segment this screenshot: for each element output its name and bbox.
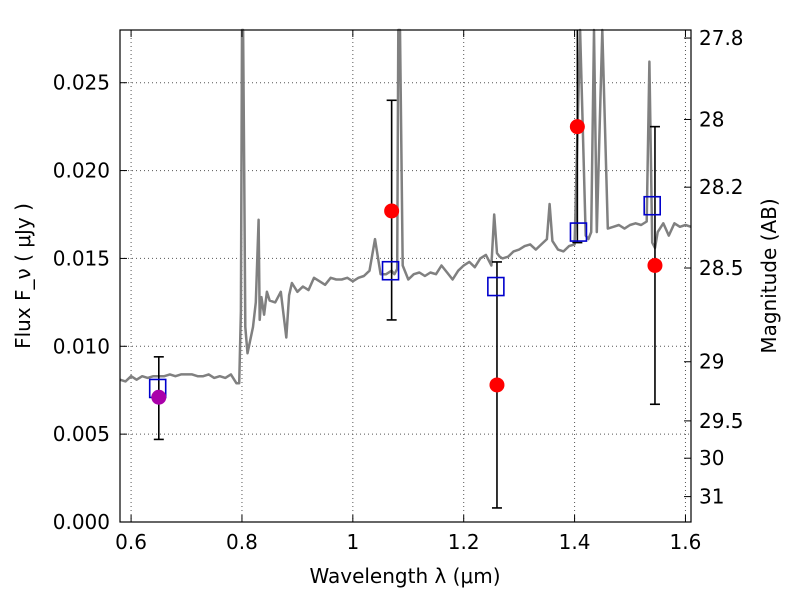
x-tick-label: 0.6 (115, 530, 147, 554)
x-axis-title: Wavelength λ (μm) (309, 564, 500, 588)
right-tick-label: 28.2 (699, 175, 744, 199)
observed-flux-point (384, 203, 400, 219)
right-tick-label: 29.5 (699, 409, 744, 433)
plot-frame (119, 29, 692, 523)
synthetic-photometry-square (381, 260, 400, 281)
y-tick-label: 0.010 (53, 334, 110, 358)
observed-flux-point (647, 257, 663, 273)
synthetic-photometry-square (487, 276, 505, 297)
x-tick-label: 1.4 (559, 530, 591, 554)
right-tick-label: 27.8 (699, 26, 744, 50)
y-tick-label: 0.000 (53, 510, 110, 534)
y-right-axis-title: Magnitude (AB) (757, 198, 781, 353)
synthetic-photometry-square (643, 195, 661, 216)
observed-flux-point (151, 389, 167, 405)
x-tick-label: 1.2 (448, 530, 480, 554)
right-tick-label: 31 (699, 485, 724, 509)
axis-ticks: 0.6 0.8 1 1.2 1.4 1.6 0.000 0.005 0.010 0.015 0.02… (53, 26, 744, 554)
x-tick-label: 0.8 (226, 530, 258, 554)
y-tick-label: 0.025 (53, 71, 110, 95)
observed-flux-point (569, 119, 585, 135)
y-axis-title: Flux F_ν ( μJy ) (11, 203, 35, 349)
y-tick-label: 0.020 (53, 159, 110, 183)
observed-flux-point (489, 377, 505, 393)
right-tick-label: 28.5 (699, 256, 744, 280)
right-tick-label: 28 (699, 107, 724, 131)
right-tick-label: 30 (699, 446, 724, 470)
x-tick-label: 1.6 (670, 530, 702, 554)
plot-area (119, 28, 692, 509)
right-tick-label: 29 (699, 350, 724, 374)
y-tick-label: 0.005 (53, 422, 110, 446)
x-tick-label: 1 (346, 530, 359, 554)
model-spectrum-line (119, 28, 692, 385)
y-tick-label: 0.015 (53, 246, 110, 270)
synthetic-photometry-square (569, 222, 588, 242)
